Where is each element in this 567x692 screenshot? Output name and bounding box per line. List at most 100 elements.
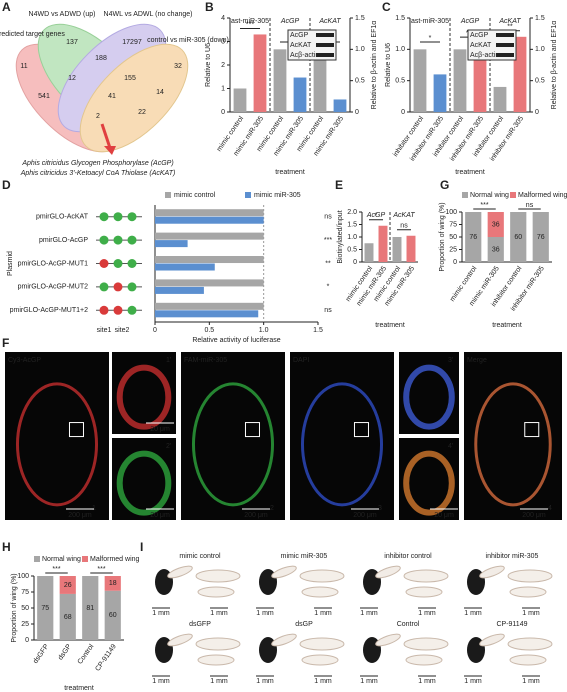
bar-segment xyxy=(59,593,76,640)
count-label: 76 xyxy=(537,234,545,241)
image-mark: 3' xyxy=(448,357,453,364)
blot-band xyxy=(496,33,514,37)
y-tick-label: 2.0 xyxy=(347,209,357,216)
blot-band xyxy=(496,53,514,57)
category-label: pmirGLO-AcGP-MUT2 xyxy=(18,284,89,291)
y-tick-label: 0.5 xyxy=(395,78,405,85)
legend-label: Malformed wing xyxy=(90,556,140,563)
x-tick-label: 1.0 xyxy=(259,327,269,334)
tissue xyxy=(191,382,275,507)
y2-tick-label: 1.5 xyxy=(535,15,545,22)
bar xyxy=(155,216,264,224)
blot-label: AcGP xyxy=(470,32,489,39)
site-marker xyxy=(99,259,109,268)
x-axis-title: Relative activity of luciferase xyxy=(192,337,280,344)
scale-bar-label: 1 mm xyxy=(314,678,332,685)
group-label: AcGP xyxy=(460,18,480,25)
bar xyxy=(378,225,388,262)
bar xyxy=(313,49,327,112)
y-tick-label: 100 xyxy=(17,573,29,580)
axis-title: Proportion of wing (%) xyxy=(439,202,446,271)
bar xyxy=(155,310,259,318)
scale-bar-label: 20 μm xyxy=(150,512,170,519)
wing xyxy=(299,637,345,651)
count-label: 36 xyxy=(492,246,500,253)
channel-label: Merge xyxy=(467,357,487,364)
bar xyxy=(493,86,507,112)
category-label: pmirGLO-AcKAT xyxy=(36,214,89,221)
wing xyxy=(507,569,553,583)
y-tick-label: 1.0 xyxy=(395,46,405,53)
scale-bar-label: 1 mm xyxy=(210,678,228,685)
significance: ns xyxy=(400,223,408,230)
blot-band xyxy=(316,33,334,37)
x-axis-title: treatment xyxy=(375,322,405,329)
gene-name: Aphis citricidus 3'-Ketoacyl CoA Thiolas… xyxy=(20,170,176,177)
scale-bar-label: 1 mm xyxy=(464,610,482,617)
bar xyxy=(406,235,416,262)
group-label: AcGP xyxy=(280,18,300,25)
axis-title: Relative to U6 xyxy=(205,43,212,87)
x-tick-label: dsGP xyxy=(57,643,73,662)
axis-title: Relative to U6 xyxy=(385,43,392,87)
bar xyxy=(233,88,247,112)
image-mark: 1 xyxy=(92,505,96,512)
micrograph xyxy=(290,352,394,520)
tissue xyxy=(300,382,384,507)
venn-count: 14 xyxy=(156,89,164,96)
image-mark: 2' xyxy=(166,443,171,450)
significance: *** xyxy=(246,21,254,28)
wing xyxy=(375,565,401,579)
image-label: mimic control xyxy=(179,553,221,560)
x-tick-label: Control xyxy=(77,643,96,666)
micrograph xyxy=(181,352,285,520)
y-tick-label: 50 xyxy=(449,234,457,241)
wing xyxy=(509,586,547,598)
legend-label: Normal wing xyxy=(470,192,509,199)
bar-segment xyxy=(104,576,121,591)
legend-swatch xyxy=(462,192,468,198)
axis-title: Relative to β-actin and EF1α xyxy=(551,21,558,110)
y-tick-label: 0 xyxy=(453,259,457,266)
bar xyxy=(392,237,402,262)
venn-count: 41 xyxy=(108,93,116,100)
site-marker xyxy=(127,305,137,315)
site-marker xyxy=(99,235,109,245)
tissue xyxy=(403,364,455,430)
significance: ** xyxy=(507,24,513,31)
count-label: 76 xyxy=(469,234,477,241)
site-marker xyxy=(127,235,137,245)
bar-segment xyxy=(104,590,121,640)
venn-count: 32 xyxy=(174,63,182,70)
zoom-box xyxy=(353,422,369,438)
image-mark: 3 xyxy=(378,505,382,512)
count-label: 75 xyxy=(41,605,49,612)
image-label: inhibitor control xyxy=(384,553,432,560)
count-label: 60 xyxy=(109,612,117,619)
site-marker xyxy=(113,282,123,292)
y2-tick-label: 1.5 xyxy=(355,15,365,22)
scale-bar-label: 1 mm xyxy=(360,678,378,685)
category-label: pmirGLO-AcGP-MUT1 xyxy=(18,260,89,267)
legend-swatch xyxy=(165,192,171,198)
y-tick-label: 1.5 xyxy=(347,221,357,228)
scale-bar-label: 20 μm xyxy=(150,426,170,433)
x-tick-label: 0 xyxy=(153,327,157,334)
y-tick-label: 25 xyxy=(21,621,29,628)
venn-count: 155 xyxy=(124,75,136,82)
wing xyxy=(167,565,193,579)
count-label: 68 xyxy=(64,614,72,621)
blot-band xyxy=(316,53,334,57)
bar xyxy=(293,77,307,112)
venn-set-label: N4WD vs ADWD (up) xyxy=(29,11,96,18)
bar xyxy=(273,49,287,112)
bar xyxy=(453,49,467,112)
bar xyxy=(513,36,527,112)
scale-bar-label: 1 mm xyxy=(522,678,540,685)
venn-count: 22 xyxy=(138,109,146,116)
wing xyxy=(195,637,241,651)
x-axis-title: treatment xyxy=(492,322,522,329)
bar-segment xyxy=(37,576,54,640)
venn-set-label: N4WL vs ADWL (no change) xyxy=(104,11,193,18)
category-label: pmirGLO-AcGP xyxy=(39,237,88,244)
